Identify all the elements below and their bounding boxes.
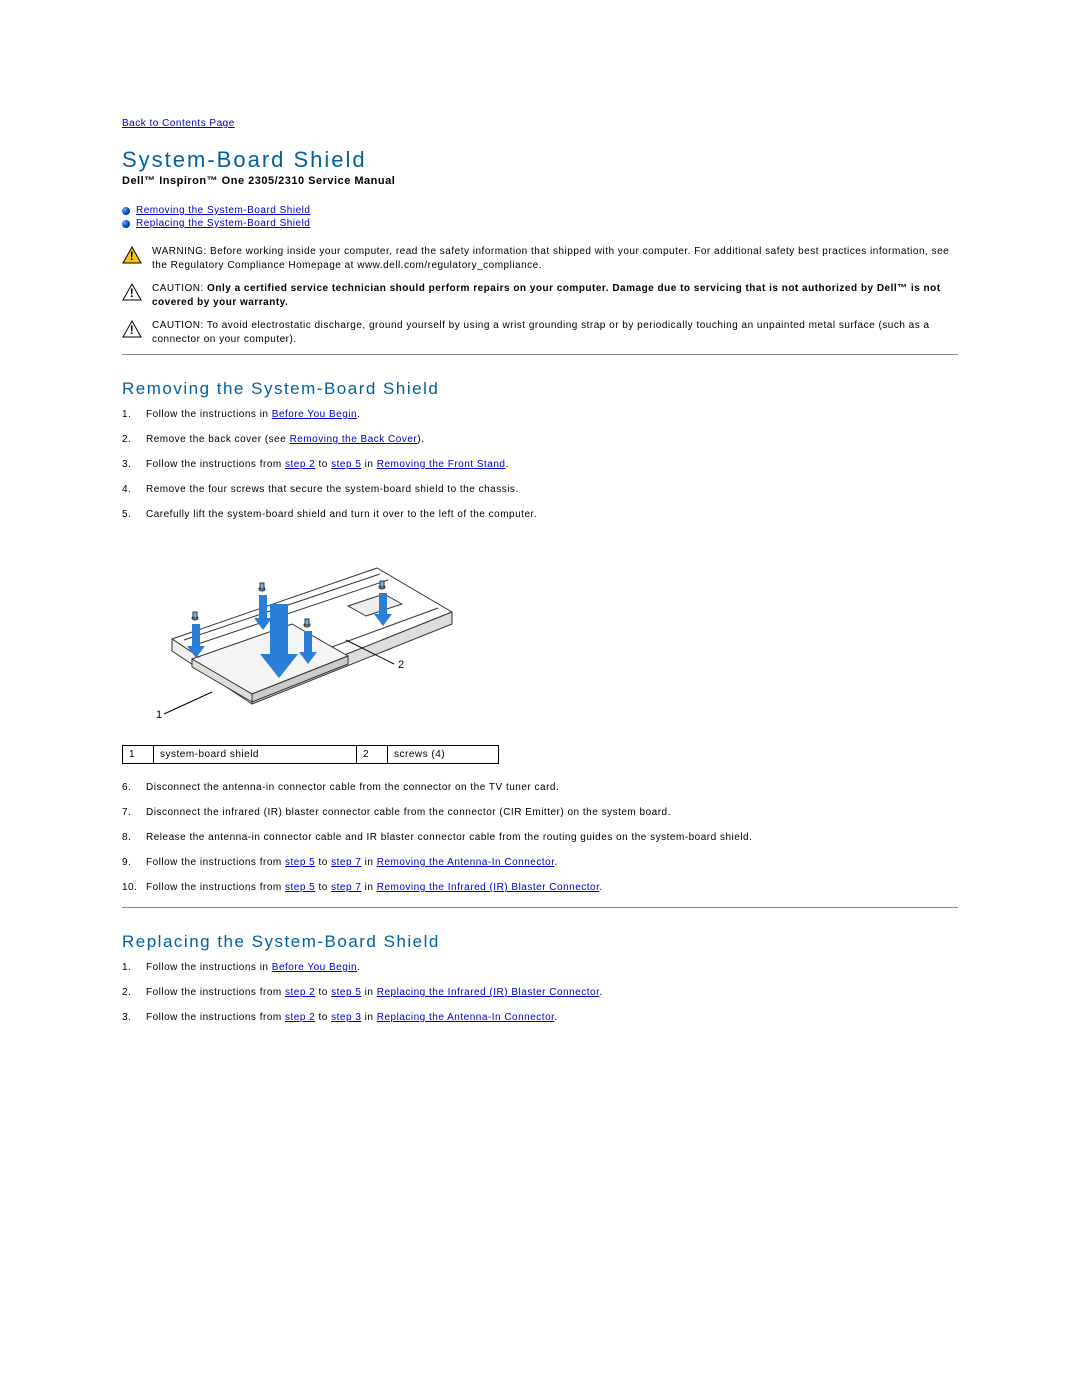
link-removing-ir-blaster[interactable]: Removing the Infrared (IR) Blaster Conne…: [377, 882, 600, 893]
step-text: .: [357, 962, 360, 973]
step: Release the antenna-in connector cable a…: [122, 832, 958, 843]
step: Carefully lift the system-board shield a…: [122, 509, 958, 520]
link-replacing-antenna[interactable]: Replacing the Antenna-In Connector: [377, 1012, 555, 1023]
link-step[interactable]: step 5: [285, 882, 315, 893]
caution-text: Only a certified service technician shou…: [152, 283, 941, 308]
step: Remove the four screws that secure the s…: [122, 484, 958, 495]
step-text: to: [315, 459, 331, 470]
step-text: to: [315, 1012, 331, 1023]
step-text: to: [315, 987, 331, 998]
toc-link-replacing[interactable]: Replacing the System-Board Shield: [136, 218, 310, 229]
warning-notice: ! WARNING: Before working inside your co…: [122, 245, 958, 272]
section-replacing-title: Replacing the System-Board Shield: [122, 932, 958, 952]
step: Disconnect the infrared (IR) blaster con…: [122, 807, 958, 818]
step: Disconnect the antenna-in connector cabl…: [122, 782, 958, 793]
link-step[interactable]: step 3: [331, 1012, 361, 1023]
bullet-icon: [122, 207, 130, 215]
toc-link-removing[interactable]: Removing the System-Board Shield: [136, 205, 310, 216]
link-removing-back-cover[interactable]: Removing the Back Cover: [290, 434, 418, 445]
svg-text:!: !: [130, 249, 135, 263]
svg-text:!: !: [130, 323, 135, 337]
step-text: .: [554, 857, 557, 868]
step: Follow the instructions in Before You Be…: [122, 962, 958, 973]
toc: Removing the System-Board Shield Replaci…: [122, 205, 958, 229]
step-text: Follow the instructions from: [146, 857, 285, 868]
cell: 2: [357, 746, 388, 764]
step-text: in: [361, 987, 376, 998]
back-to-contents-link[interactable]: Back to Contents Page: [122, 118, 235, 129]
link-step[interactable]: step 2: [285, 987, 315, 998]
link-before-you-begin[interactable]: Before You Begin: [272, 409, 357, 420]
step-text: Follow the instructions in: [146, 962, 272, 973]
step-text: Remove the back cover (see: [146, 434, 290, 445]
link-step[interactable]: step 5: [331, 459, 361, 470]
step-text: .: [357, 409, 360, 420]
removing-steps-cont: Disconnect the antenna-in connector cabl…: [122, 782, 958, 893]
step-text: .: [505, 459, 508, 470]
section-removing-title: Removing the System-Board Shield: [122, 379, 958, 399]
link-step[interactable]: step 2: [285, 1012, 315, 1023]
link-step[interactable]: step 5: [285, 857, 315, 868]
caution-icon: !: [122, 283, 142, 301]
step-text: Follow the instructions from: [146, 459, 285, 470]
link-removing-antenna[interactable]: Removing the Antenna-In Connector: [377, 857, 555, 868]
callout-2: 2: [398, 659, 405, 671]
diagram: 1 2: [122, 534, 958, 733]
step: Remove the back cover (see Removing the …: [122, 434, 958, 445]
cell: screws (4): [388, 746, 499, 764]
link-step[interactable]: step 2: [285, 459, 315, 470]
link-removing-front-stand[interactable]: Removing the Front Stand: [377, 459, 506, 470]
warning-icon: !: [122, 246, 142, 264]
parts-table: 1 system-board shield 2 screws (4): [122, 745, 499, 764]
divider: [122, 354, 958, 355]
step-text: .: [599, 882, 602, 893]
step-text: to: [315, 882, 331, 893]
warning-text: Before working inside your computer, rea…: [152, 246, 949, 271]
step-text: Follow the instructions from: [146, 882, 285, 893]
link-step[interactable]: step 7: [331, 857, 361, 868]
warning-label: WARNING:: [152, 246, 207, 257]
step-text: Follow the instructions from: [146, 1012, 285, 1023]
cell: 1: [123, 746, 154, 764]
replacing-steps: Follow the instructions in Before You Be…: [122, 962, 958, 1023]
step-text: Follow the instructions in: [146, 409, 272, 420]
caution-text: To avoid electrostatic discharge, ground…: [152, 320, 930, 345]
page-title: System-Board Shield: [122, 147, 958, 173]
link-step[interactable]: step 5: [331, 987, 361, 998]
step-text: .: [599, 987, 602, 998]
step-text: in: [361, 857, 376, 868]
caution-notice: ! CAUTION: Only a certified service tech…: [122, 282, 958, 309]
removing-steps: Follow the instructions in Before You Be…: [122, 409, 958, 520]
caution-notice: ! CAUTION: To avoid electrostatic discha…: [122, 319, 958, 346]
step-text: in: [361, 1012, 376, 1023]
step: Follow the instructions from step 2 to s…: [122, 1012, 958, 1023]
svg-text:!: !: [130, 286, 135, 300]
caution-label: CAUTION:: [152, 320, 204, 331]
step: Follow the instructions from step 5 to s…: [122, 857, 958, 868]
step-text: ).: [417, 434, 424, 445]
toc-item: Replacing the System-Board Shield: [122, 218, 958, 229]
toc-item: Removing the System-Board Shield: [122, 205, 958, 216]
link-before-you-begin[interactable]: Before You Begin: [272, 962, 357, 973]
subtitle: Dell™ Inspiron™ One 2305/2310 Service Ma…: [122, 175, 958, 187]
callout-1: 1: [156, 709, 163, 721]
step-text: in: [361, 882, 376, 893]
step: Follow the instructions in Before You Be…: [122, 409, 958, 420]
divider: [122, 907, 958, 908]
step: Follow the instructions from step 2 to s…: [122, 987, 958, 998]
step-text: Follow the instructions from: [146, 987, 285, 998]
caution-label: CAUTION:: [152, 283, 204, 294]
bullet-icon: [122, 220, 130, 228]
step: Follow the instructions from step 5 to s…: [122, 882, 958, 893]
cell: system-board shield: [154, 746, 357, 764]
step-text: .: [554, 1012, 557, 1023]
step-text: to: [315, 857, 331, 868]
step-text: in: [361, 459, 376, 470]
step: Follow the instructions from step 2 to s…: [122, 459, 958, 470]
link-replacing-ir-blaster[interactable]: Replacing the Infrared (IR) Blaster Conn…: [377, 987, 600, 998]
link-step[interactable]: step 7: [331, 882, 361, 893]
caution-icon: !: [122, 320, 142, 338]
